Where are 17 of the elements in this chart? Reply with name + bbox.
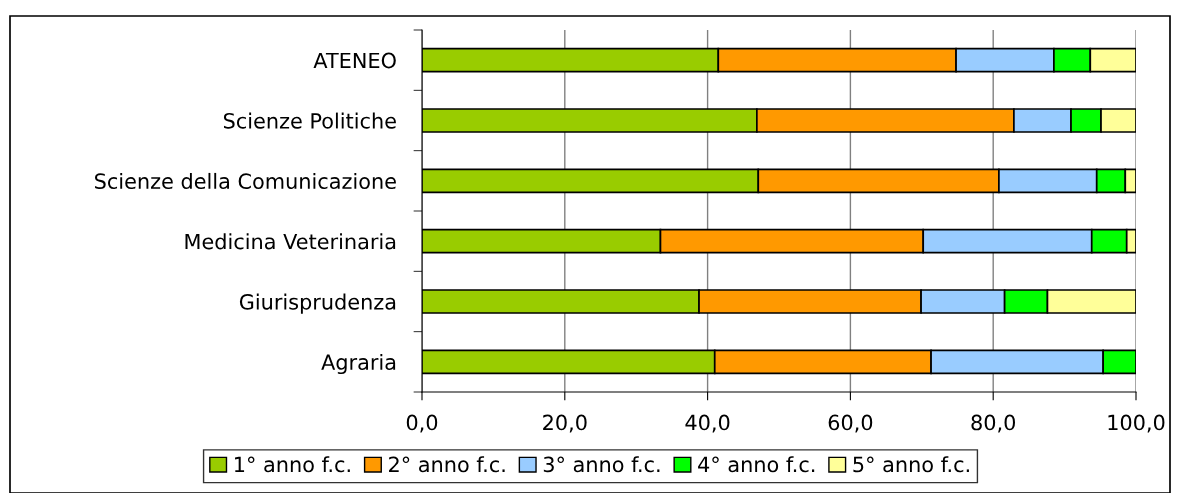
x-tick-label: 80,0 (971, 414, 1016, 433)
legend-label: 5° anno f.c. (853, 456, 969, 473)
y-tick-label: Giurisprudenza (239, 293, 396, 314)
x-tick-label: 0,0 (406, 414, 438, 433)
y-tick-label: ATENEO (313, 52, 396, 69)
x-tick-label: 60,0 (828, 414, 873, 433)
legend-label: 3° anno f.c. (543, 456, 660, 473)
legend-label: 4° anno f.c. (698, 456, 815, 473)
x-tick-label: 20,0 (543, 414, 587, 433)
x-tick-label: 40,0 (685, 414, 730, 433)
y-tick-label: Medicina Veterinaria (185, 233, 396, 250)
legend-label: 2° anno f.c. (389, 456, 505, 473)
y-tick-label: Agraria (321, 353, 396, 375)
legend-label: 1° anno f.c. (235, 456, 350, 473)
y-tick-label: Scienze Politiche (223, 112, 396, 129)
y-tick-label: Scienze della Comunicazione (95, 172, 396, 190)
x-tick-label: 100,0 (1108, 414, 1165, 433)
